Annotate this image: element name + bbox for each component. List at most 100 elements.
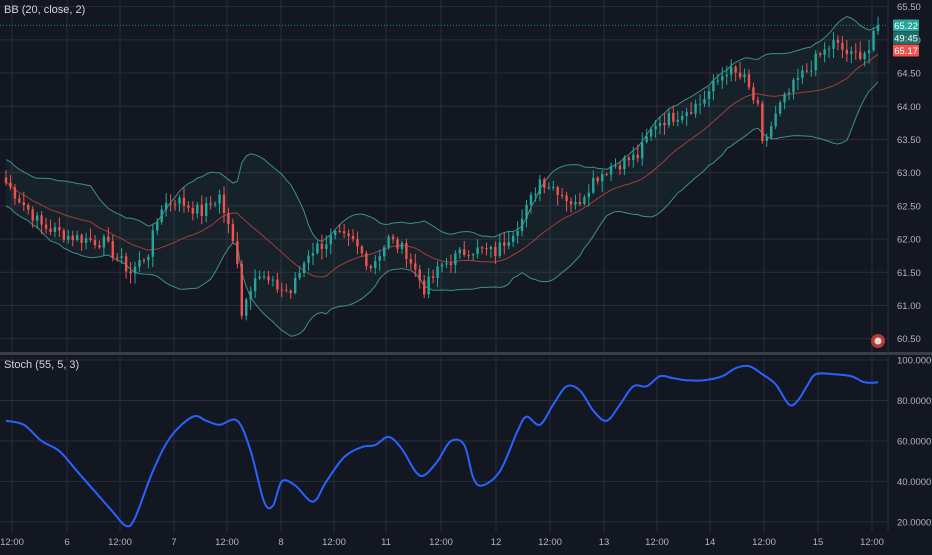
candle-body (738, 72, 742, 78)
candle-body (445, 263, 448, 265)
price-tick-label: 61.00 (897, 301, 921, 312)
candle-body (712, 80, 715, 92)
candle-body (729, 66, 733, 75)
candle-body (832, 39, 835, 49)
candle-body (40, 215, 43, 225)
candle-body (4, 177, 8, 183)
candle-body (378, 256, 381, 261)
time-tick-label: 13 (599, 537, 610, 548)
candle-body (471, 254, 475, 256)
candle-body (173, 203, 177, 205)
candle-body (863, 53, 866, 60)
bid-price-badge-bg (893, 44, 919, 57)
candle-body (498, 242, 502, 256)
candle-body (725, 74, 728, 77)
candle-body (302, 263, 306, 273)
candle-body (436, 266, 439, 278)
time-tick-label: 12:00 (322, 537, 346, 548)
candle-body (227, 213, 230, 225)
candle-body (627, 157, 631, 161)
candle-body (609, 166, 613, 175)
stoch-tick-label: 60.0000 (897, 436, 931, 447)
candle-body (592, 177, 595, 193)
stoch-tick-label: 80.0000 (897, 396, 931, 407)
candle-body (27, 204, 30, 210)
time-tick-label: 11 (381, 537, 391, 548)
stoch-indicator-label[interactable]: Stoch (55, 5, 3) (4, 359, 80, 371)
candle-body (787, 92, 791, 95)
time-tick-label: 12:00 (215, 537, 239, 548)
candle-body (721, 76, 724, 81)
time-tick-label: 12:00 (538, 537, 562, 548)
candle-body (703, 99, 706, 104)
price-tick-label: 65.50 (897, 2, 921, 13)
candle-body (752, 87, 755, 101)
candle-body (53, 227, 57, 232)
candle-body (107, 236, 110, 242)
candle-body (792, 79, 795, 93)
candle-body (160, 209, 163, 223)
time-tick-label: 15 (813, 537, 824, 548)
candle-body (485, 248, 488, 250)
candle-body (823, 49, 826, 55)
candle-body (93, 240, 97, 246)
candle-body (245, 299, 248, 316)
candle-body (543, 179, 546, 188)
price-tick-label: 64.00 (897, 102, 921, 113)
candle-body (463, 249, 466, 255)
time-tick-label: 12:00 (0, 537, 24, 548)
price-tick-label: 64.50 (897, 69, 921, 80)
candle-body (253, 278, 257, 292)
candle-body (859, 51, 862, 60)
last-price-badge-bg (893, 19, 919, 32)
candle-body (356, 239, 359, 247)
price-tick-label: 62.00 (897, 235, 921, 246)
candle-body (765, 137, 768, 141)
candle-body (538, 179, 542, 194)
candle-body (289, 290, 292, 294)
candle-body (423, 280, 426, 295)
candle-body (111, 241, 114, 258)
candle-body (467, 254, 470, 256)
candle-body (449, 263, 453, 266)
stoch-tick-label: 20.0000 (897, 517, 931, 528)
bid-price-badge: 65.17 (894, 46, 918, 57)
candle-body (605, 173, 608, 175)
candle-body (681, 115, 684, 120)
candle-body (698, 103, 702, 105)
candle-body (649, 129, 653, 137)
candle-body (75, 235, 79, 241)
candle-body (320, 243, 324, 249)
price-tick-label: 63.50 (897, 135, 921, 146)
candle-body (431, 276, 435, 278)
candle-body (258, 276, 261, 279)
candle-body (516, 231, 519, 236)
time-tick-label: 12:00 (860, 537, 884, 548)
candle-body (187, 205, 190, 208)
candle-body (569, 201, 573, 205)
candle-body (529, 194, 533, 205)
candle-body (18, 198, 21, 203)
candle-body (89, 238, 92, 241)
candle-body (694, 103, 697, 114)
candle-body (525, 204, 528, 219)
candle-body (454, 253, 457, 266)
grid-layer (0, 0, 932, 532)
candle-body (783, 94, 786, 103)
candle-body (778, 102, 782, 114)
candle-body (222, 194, 226, 214)
candle-body (663, 123, 666, 126)
candle-body (676, 119, 679, 122)
candle-body (365, 253, 368, 267)
bb-indicator-label[interactable]: BB (20, close, 2) (4, 4, 86, 16)
candle-body (49, 228, 52, 232)
candle-body (458, 249, 461, 254)
candle-body (178, 197, 181, 204)
candle-body (596, 177, 599, 182)
candle-body (102, 236, 106, 248)
price-tick-label: 61.50 (897, 268, 921, 279)
candle-body (645, 136, 648, 143)
candle-body (98, 245, 101, 248)
